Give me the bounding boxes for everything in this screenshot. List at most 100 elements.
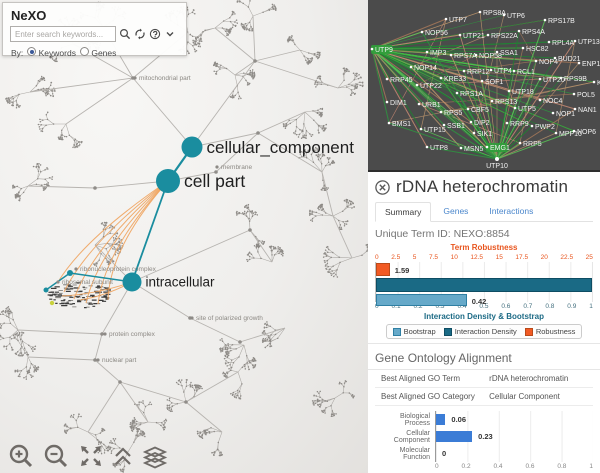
term-label[interactable]: nuclear part [102,357,137,364]
gene-label[interactable]: NOC4 [543,98,563,105]
gene-node[interactable] [513,106,517,110]
gene-label[interactable]: UTP18 [512,89,534,96]
gene-node[interactable] [458,33,462,37]
gene-label[interactable]: UTP4 [494,68,512,75]
gene-node[interactable] [485,145,489,149]
chevron-down-icon[interactable] [164,28,176,40]
highlighted-gene[interactable] [371,45,393,54]
gene-node[interactable] [521,46,525,50]
gene-node[interactable] [495,50,499,54]
gene-label[interactable]: RCL1 [517,69,535,76]
zoom-in-icon[interactable] [8,443,34,469]
gene-label[interactable]: RPS8A [483,10,506,17]
gene-label[interactable]: RPS7A [454,53,477,60]
gene-node[interactable] [507,89,511,93]
gene-node[interactable] [551,111,555,115]
gene-label[interactable]: NOP4 [539,59,558,66]
tab-genes[interactable]: Genes [443,206,469,216]
term-node[interactable] [181,136,203,158]
gene-node[interactable] [592,80,596,84]
gene-node[interactable] [385,100,389,104]
gene-interaction-minimap[interactable]: UTP9 RPS8A UTP6 RPS17B UTP7 NOP56 UTP21 RPS22A R… [368,0,600,172]
gene-label[interactable]: URB1 [422,102,441,109]
gene-label[interactable]: UTP8 [430,145,448,152]
highlighted-gene[interactable] [486,143,508,152]
gene-label[interactable]: BUD21 [558,56,581,63]
gene-node[interactable] [409,65,413,69]
gene-node[interactable] [547,40,551,44]
gene-node[interactable] [512,69,516,73]
gene-node[interactable] [573,39,577,43]
search-input[interactable] [10,26,116,42]
gene-node[interactable] [455,91,459,95]
gene-node[interactable] [459,146,463,150]
gene-label[interactable]: PWP2 [535,124,555,131]
gene-node[interactable] [543,18,547,22]
gene-label[interactable]: RPS4A [522,29,545,36]
gene-node[interactable] [444,17,448,21]
gene-label[interactable]: NOP56 [425,30,448,37]
gene-label[interactable]: DIP2 [474,120,490,127]
gene-label[interactable]: RPS1A [460,91,483,98]
gene-node[interactable] [534,59,538,63]
gene-label[interactable]: HSC82 [526,46,549,53]
gene-label[interactable]: SOF1 [485,79,503,86]
gene-node[interactable] [466,107,470,111]
gene-label[interactable]: MSN5 [464,146,484,153]
gene-node[interactable] [472,131,476,135]
gene-label[interactable]: UTP13 [578,39,600,46]
gene-label[interactable]: NOP14 [414,65,437,72]
gene-node[interactable] [538,98,542,102]
gene-node[interactable] [439,76,443,80]
gene-node[interactable] [489,68,493,72]
radio-keywords[interactable] [27,47,37,56]
gene-node[interactable] [420,30,424,34]
gene-label[interactable]: RPS22A [491,33,518,40]
gene-node[interactable] [478,10,482,14]
gene-node[interactable] [469,120,473,124]
gene-label[interactable]: DIM1 [390,100,407,107]
gene-label[interactable]: RPS5 [444,110,462,117]
gene-node[interactable] [486,33,490,37]
gene-label[interactable]: UTP9 [375,47,393,54]
gene-label[interactable]: UTP5 [518,106,536,113]
gene-label[interactable]: UTP6 [507,13,525,20]
gene-label[interactable]: SSA1 [500,50,518,57]
gene-node[interactable] [425,50,429,54]
gene-label[interactable]: NOP58 [479,53,502,60]
gene-node[interactable] [387,121,391,125]
gene-label[interactable]: RPS17B [548,18,575,25]
gene-node[interactable] [474,53,478,57]
help-icon[interactable] [149,28,161,40]
gene-node[interactable] [572,92,576,96]
refresh-icon[interactable] [134,28,146,40]
gene-label[interactable]: NOP1 [556,111,575,118]
gene-label[interactable]: UTP22 [420,83,442,90]
term-detail-panel[interactable]: rDNA heterochromatin Summary Genes Interac… [368,172,600,473]
tab-summary[interactable]: Summary [375,202,432,222]
gene-label[interactable]: POL5 [577,92,595,99]
gene-label[interactable]: RRP5 [523,141,542,148]
term-node-label[interactable]: cellular_component [207,138,355,157]
gene-label[interactable]: NOP6 [577,129,596,136]
gene-node[interactable] [505,121,509,125]
gene-label[interactable]: BMS1 [392,121,411,128]
gene-label[interactable]: RRP45 [390,77,413,84]
layers-icon[interactable] [142,445,168,469]
gene-node[interactable] [502,13,506,17]
gene-node[interactable] [517,29,521,33]
gene-label[interactable]: NAN1 [578,107,597,114]
gene-node[interactable] [370,47,374,51]
close-icon[interactable] [375,179,390,195]
gene-node[interactable] [480,79,484,83]
term-label[interactable]: mitochondrial part [139,75,191,82]
gene-node[interactable] [553,56,557,60]
gene-label[interactable]: RPL4A [552,40,575,47]
gene-node[interactable] [577,61,581,65]
gene-node[interactable] [462,69,466,73]
gene-node[interactable] [415,83,419,87]
gene-node[interactable] [495,157,499,161]
gene-label[interactable]: UTP21 [463,33,485,40]
gene-node[interactable] [538,77,542,81]
